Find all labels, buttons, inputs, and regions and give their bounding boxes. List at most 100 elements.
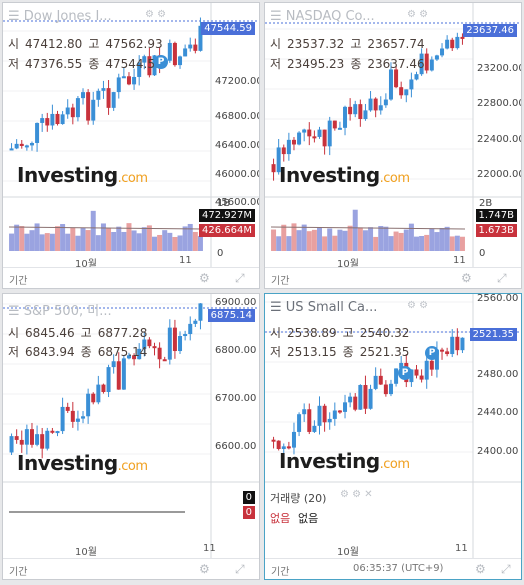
- p-badge-icon: P: [398, 366, 412, 380]
- candle: [188, 37, 193, 52]
- candle: [137, 343, 142, 360]
- candle: [106, 80, 111, 115]
- vol-tick: 0: [217, 248, 224, 259]
- volume-bar: [317, 227, 322, 251]
- volume-settings-icon[interactable]: ⚙ ⚙ ✕: [340, 489, 373, 500]
- period-label[interactable]: 기간: [9, 567, 28, 578]
- menu-icon[interactable]: ☰: [8, 304, 20, 319]
- candle: [440, 43, 445, 58]
- expand-icon[interactable]: ⤢: [497, 271, 507, 285]
- volume-bar: [152, 236, 157, 251]
- candle: [312, 420, 317, 433]
- gear-icon[interactable]: ⚙: [475, 562, 486, 576]
- panel-footer: 기간 ⚙ ⤢: [3, 558, 259, 579]
- candle: [132, 353, 137, 366]
- volume-bar: [439, 228, 445, 251]
- candle: [50, 427, 55, 434]
- nasdaq-candles: [265, 3, 521, 268]
- candle: [271, 436, 276, 449]
- chart-panel-dow[interactable]: ☰ Dow Jones I... ⚙ ⚙ 시 47412.80 고 47562.93 …: [2, 2, 260, 289]
- panel-settings-icon[interactable]: ⚙ ⚙: [407, 9, 429, 20]
- candle: [55, 110, 60, 126]
- volume-bar: [362, 230, 368, 251]
- candle: [35, 425, 40, 447]
- volume-bar: [121, 231, 127, 251]
- volume-bar: [95, 235, 101, 251]
- volume-bar: [14, 224, 20, 251]
- gear-icon[interactable]: ⚙: [199, 562, 210, 576]
- candle: [373, 97, 378, 118]
- volume-bar: [311, 229, 317, 251]
- candle: [404, 89, 409, 103]
- ohlc-row-1: 시 2538.89 고 2540.32: [270, 326, 410, 340]
- candle: [75, 410, 80, 431]
- panel-settings-icon[interactable]: ⚙ ⚙: [407, 300, 429, 311]
- candle: [363, 375, 368, 414]
- candle: [19, 430, 24, 453]
- chart-panel-sp500[interactable]: ☰ S&P 500, 미... 시 6845.46 고 6877.28 저 6843.9…: [2, 293, 260, 580]
- panel-settings-icon[interactable]: ⚙ ⚙: [145, 9, 167, 20]
- candle: [24, 144, 29, 151]
- ohlc-row-1: 시 47412.80 고 47562.93: [8, 37, 163, 51]
- candle: [60, 397, 65, 434]
- candle: [65, 402, 70, 414]
- menu-icon[interactable]: ☰: [270, 300, 282, 315]
- candle: [368, 384, 373, 410]
- volume-bar: [131, 230, 137, 251]
- expand-icon[interactable]: ⤢: [235, 562, 245, 576]
- menu-icon[interactable]: ☰: [270, 9, 282, 24]
- volume-bar: [449, 236, 455, 251]
- period-label[interactable]: 기간: [271, 567, 290, 578]
- candle: [40, 113, 45, 132]
- volume-bar: [182, 226, 188, 251]
- expand-icon[interactable]: ⤢: [235, 271, 245, 285]
- panel-footer: 기간 06:35:37 (UTC+9) ⚙ ⤢: [265, 558, 521, 579]
- candle: [276, 440, 281, 451]
- investing-logo: Investing.com: [279, 449, 410, 473]
- candle: [167, 39, 172, 63]
- candle: [45, 112, 50, 132]
- candle: [14, 139, 19, 150]
- candle: [353, 393, 358, 412]
- candle: [142, 54, 147, 70]
- volume-bar: [55, 226, 60, 251]
- expand-icon[interactable]: ⤢: [501, 562, 511, 576]
- volume-bar: [80, 227, 86, 251]
- menu-icon[interactable]: ☰: [8, 9, 20, 24]
- candle: [121, 355, 126, 390]
- volume-bar: [49, 233, 55, 251]
- candle: [322, 403, 327, 432]
- candle: [388, 62, 393, 101]
- candle: [358, 384, 363, 410]
- candle: [429, 56, 434, 72]
- volume-bar: [444, 226, 450, 251]
- candle: [183, 330, 188, 341]
- period-label[interactable]: 기간: [9, 276, 28, 287]
- candle: [353, 100, 358, 118]
- last-price-tag: 47544.59: [201, 22, 255, 35]
- gear-icon[interactable]: ⚙: [461, 271, 472, 285]
- candle: [126, 72, 131, 86]
- volume-bar: [393, 231, 399, 251]
- candle: [198, 303, 203, 330]
- volume-bar: [434, 232, 440, 251]
- gear-icon[interactable]: ⚙: [199, 271, 210, 285]
- panel-title: ☰ Dow Jones I...: [8, 9, 112, 24]
- y-tick: 2480.00: [477, 369, 519, 380]
- ohlc-row-2: 저 47376.55 종 47544.59: [8, 57, 163, 71]
- volume-title[interactable]: 거래량 (20): [270, 492, 327, 505]
- period-label[interactable]: 기간: [271, 276, 290, 287]
- volume-bar: [424, 234, 430, 251]
- vol-tag: 0: [242, 506, 255, 519]
- vol-tick: 0: [479, 248, 486, 259]
- volume-bar: [172, 236, 178, 251]
- month-label: 10월: [75, 547, 97, 558]
- volume-bar: [301, 224, 307, 251]
- y-tick: 2440.00: [477, 407, 519, 418]
- candle: [312, 130, 317, 143]
- candle: [137, 55, 142, 86]
- candle: [86, 388, 91, 424]
- candle: [414, 365, 419, 379]
